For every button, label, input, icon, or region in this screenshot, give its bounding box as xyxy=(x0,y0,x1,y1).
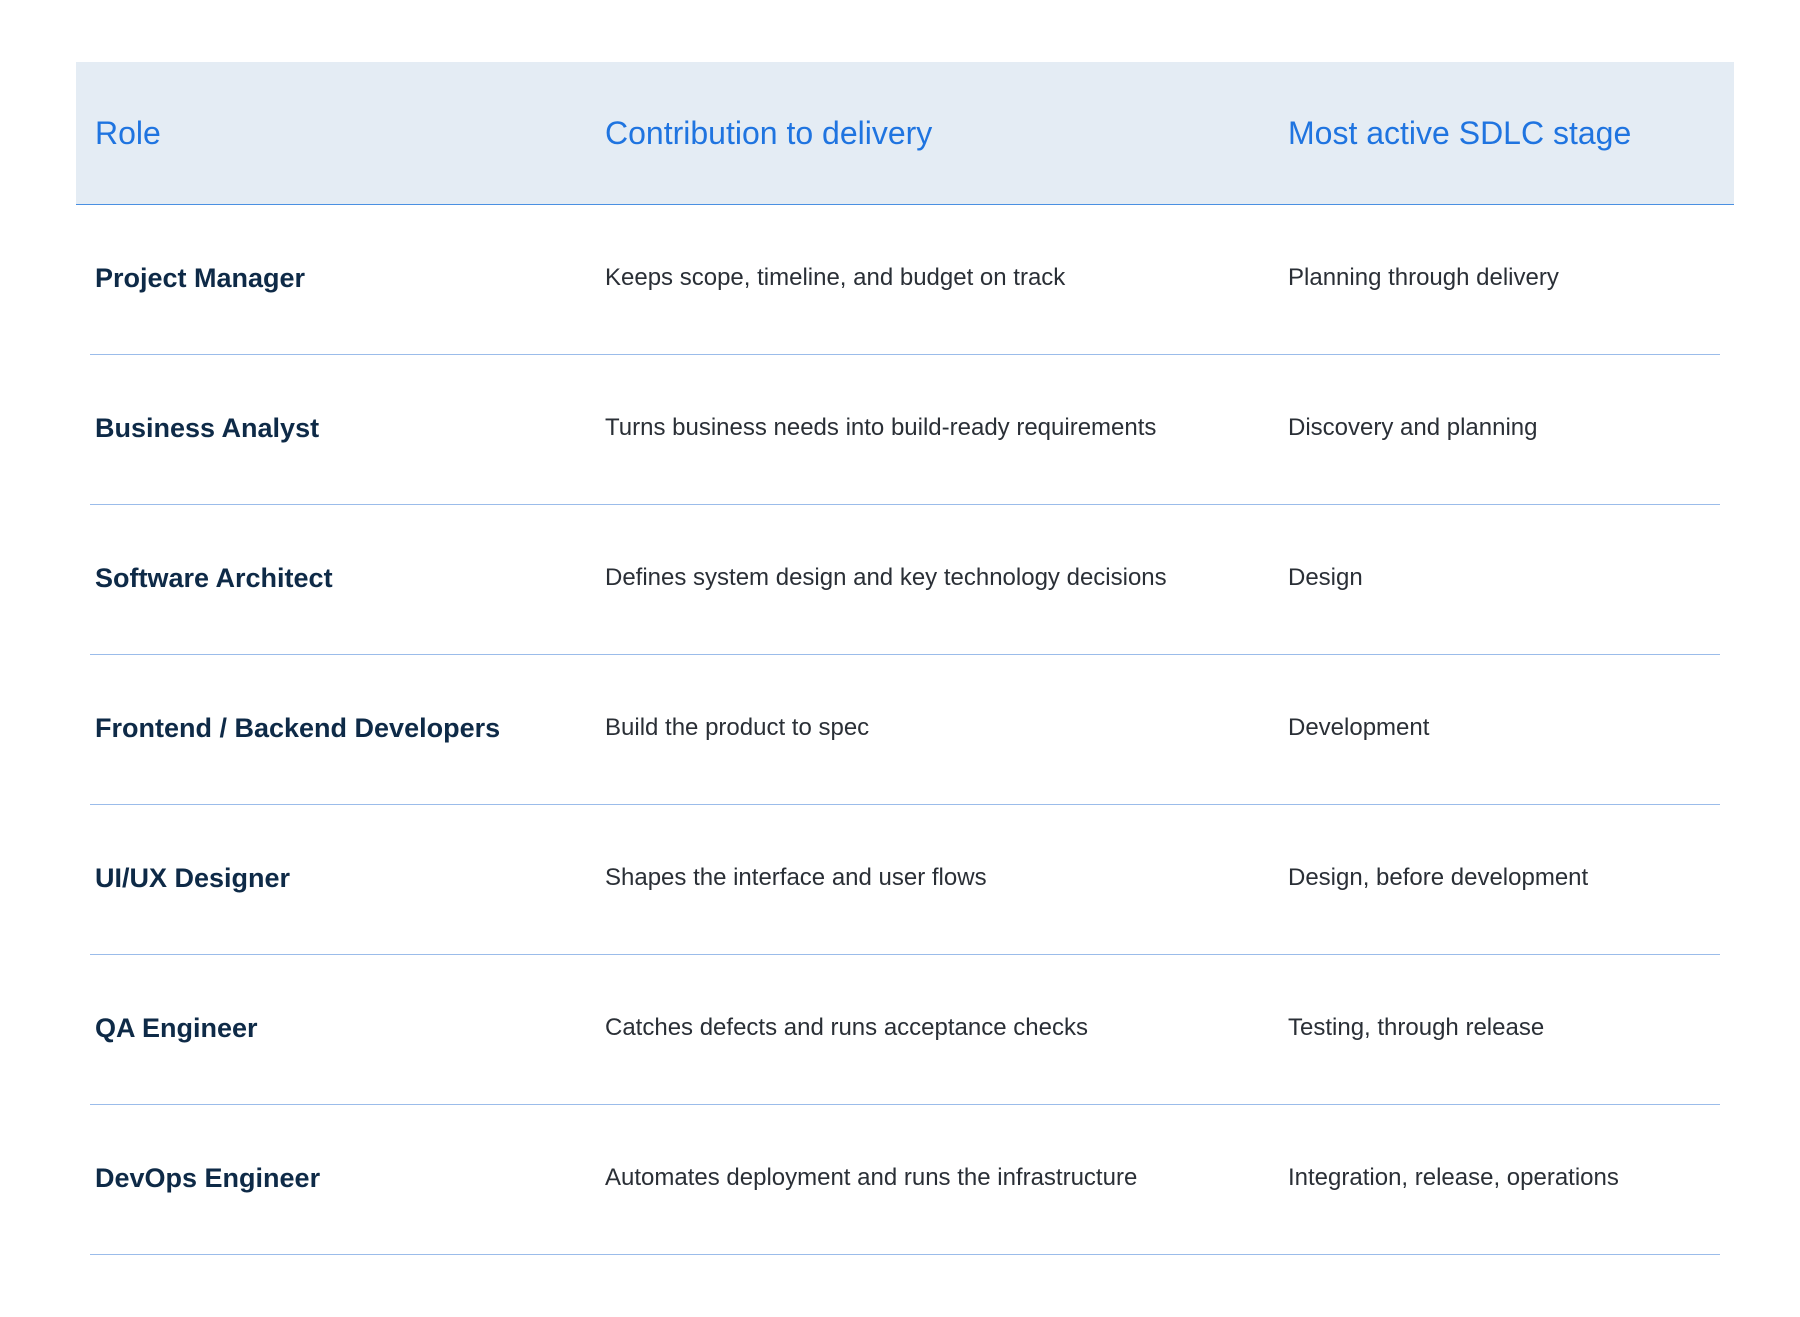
table-row: DevOps Engineer Automates deployment and… xyxy=(76,1105,1734,1255)
role-cell: DevOps Engineer xyxy=(95,1162,321,1193)
role-cell: Software Architect xyxy=(95,562,333,593)
stage-cell: Development xyxy=(1288,714,1430,741)
stage-cell: Discovery and planning xyxy=(1288,414,1538,441)
table-row: Frontend / Backend Developers Build the … xyxy=(76,655,1734,805)
role-cell: Frontend / Backend Developers xyxy=(95,712,501,743)
role-cell: Project Manager xyxy=(95,262,306,293)
contribution-cell: Keeps scope, timeline, and budget on tra… xyxy=(605,264,1066,291)
table-row: Project Manager Keeps scope, timeline, a… xyxy=(76,205,1734,355)
table-row: QA Engineer Catches defects and runs acc… xyxy=(76,955,1734,1105)
table-row: Software Architect Defines system design… xyxy=(76,505,1734,655)
table-row: Business Analyst Turns business needs in… xyxy=(76,355,1734,505)
stage-cell: Planning through delivery xyxy=(1288,264,1559,291)
contribution-cell: Automates deployment and runs the infras… xyxy=(605,1164,1138,1191)
contribution-cell: Defines system design and key technology… xyxy=(605,564,1167,591)
stage-cell: Testing, through release xyxy=(1288,1014,1545,1041)
header-stage: Most active SDLC stage xyxy=(1288,114,1632,151)
contribution-cell: Shapes the interface and user flows xyxy=(605,864,987,891)
contribution-cell: Build the product to spec xyxy=(605,714,870,741)
contribution-cell: Turns business needs into build-ready re… xyxy=(605,414,1157,441)
roles-table: Role Contribution to delivery Most activ… xyxy=(76,62,1734,1255)
role-cell: UI/UX Designer xyxy=(95,862,291,893)
stage-cell: Design, before development xyxy=(1288,864,1589,891)
table-header: Role Contribution to delivery Most activ… xyxy=(76,62,1734,205)
table-row: UI/UX Designer Shapes the interface and … xyxy=(76,805,1734,955)
table-body: Project Manager Keeps scope, timeline, a… xyxy=(76,205,1734,1255)
stage-cell: Integration, release, operations xyxy=(1288,1164,1619,1191)
role-cell: Business Analyst xyxy=(95,412,320,443)
contribution-cell: Catches defects and runs acceptance chec… xyxy=(605,1014,1088,1041)
header-role: Role xyxy=(95,114,161,151)
role-cell: QA Engineer xyxy=(95,1012,258,1043)
stage-cell: Design xyxy=(1288,564,1363,591)
header-contribution: Contribution to delivery xyxy=(605,114,933,151)
